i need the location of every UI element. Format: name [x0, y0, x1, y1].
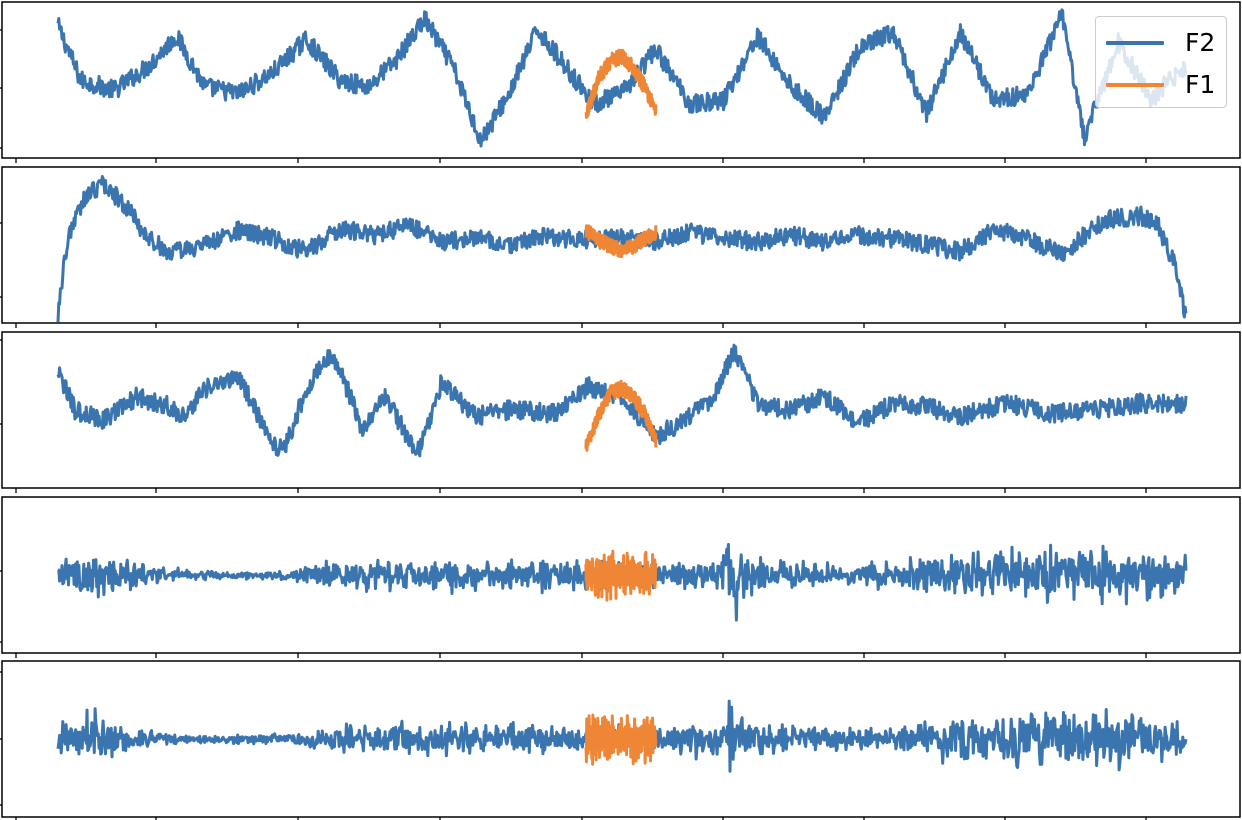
- legend-label-f1: F1: [1185, 70, 1216, 99]
- axes-frame: [1, 1, 1241, 159]
- axes-frame: [1, 331, 1241, 489]
- legend-entry-f1: F1: [1096, 69, 1226, 99]
- legend-label-f2: F2: [1185, 28, 1216, 57]
- series-line-f1-panel-3: [584, 379, 658, 452]
- legend-entry-f2: F2: [1096, 27, 1226, 57]
- series-line-f1-panel-5: [584, 713, 658, 766]
- series-line-f2-panel-3: [56, 343, 1188, 458]
- panel-4: [0, 496, 1241, 658]
- legend-swatch-f1: [1106, 83, 1164, 87]
- axes-frame: [1, 166, 1241, 324]
- panel-1: [0, 1, 1241, 163]
- panel-5: [0, 660, 1241, 820]
- axes-frame: [1, 496, 1241, 654]
- series-line-f2-panel-1: [56, 8, 1188, 148]
- panel-3: [0, 331, 1241, 493]
- series-line-f1-panel-4: [584, 549, 658, 602]
- panel-2: [0, 166, 1241, 328]
- legend: F2 F1: [1095, 16, 1227, 108]
- series-line-f1-panel-1: [584, 48, 658, 119]
- series-line-f1-panel-2: [584, 224, 658, 259]
- legend-swatch-f2: [1106, 41, 1164, 45]
